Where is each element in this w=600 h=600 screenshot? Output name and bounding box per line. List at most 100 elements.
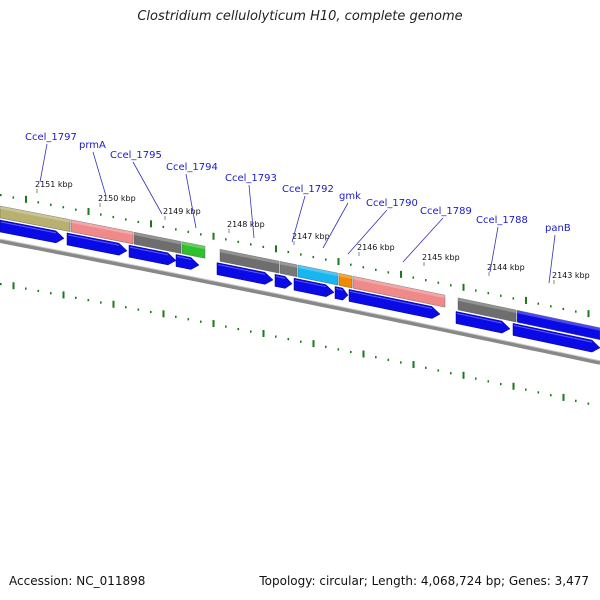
cds-arrow-shine bbox=[0, 221, 57, 234]
major-tick bbox=[400, 270, 402, 278]
major-tick bbox=[275, 245, 277, 253]
gene-label: Ccel_1794 bbox=[166, 162, 218, 173]
feature-shine bbox=[298, 264, 338, 277]
cds-arrow-shine bbox=[513, 324, 593, 343]
cds-arrow bbox=[334, 286, 349, 301]
minor-tick bbox=[387, 271, 390, 274]
minor-tick bbox=[200, 320, 202, 323]
major-tick bbox=[112, 300, 115, 308]
gene-leader-line bbox=[402, 217, 444, 263]
major-tick bbox=[62, 291, 65, 299]
minor-tick bbox=[487, 292, 490, 295]
major-tick bbox=[462, 283, 465, 291]
feature-block bbox=[516, 309, 600, 341]
minor-tick bbox=[575, 399, 577, 402]
feature-block bbox=[457, 297, 517, 323]
minor-tick bbox=[125, 306, 127, 309]
feature-shine bbox=[220, 249, 279, 265]
minor-tick bbox=[87, 299, 90, 302]
minor-tick bbox=[237, 240, 240, 243]
feature-shine bbox=[71, 219, 133, 235]
minor-tick bbox=[187, 318, 190, 321]
cds-arrow-shine bbox=[129, 246, 169, 256]
minor-tick bbox=[350, 350, 352, 354]
minor-tick bbox=[550, 305, 552, 308]
minor-tick bbox=[525, 388, 527, 391]
cds-arrow bbox=[216, 262, 274, 285]
minor-tick bbox=[350, 263, 352, 266]
gene-leader-line bbox=[185, 173, 197, 229]
major-tick bbox=[262, 330, 265, 338]
minor-tick bbox=[175, 315, 177, 318]
minor-tick bbox=[475, 377, 477, 380]
accession-text: Accession: NC_011898 bbox=[9, 574, 146, 588]
minor-tick bbox=[425, 279, 427, 282]
major-tick bbox=[212, 232, 215, 240]
minor-tick bbox=[287, 250, 290, 254]
feature-block bbox=[352, 275, 446, 308]
feature-shine bbox=[182, 241, 205, 250]
feature-block bbox=[0, 205, 71, 232]
minor-tick bbox=[262, 245, 265, 249]
minor-tick bbox=[500, 294, 502, 297]
cds-arrow-shine bbox=[67, 234, 120, 246]
minor-tick bbox=[437, 369, 440, 372]
minor-tick bbox=[100, 213, 102, 216]
feature-block bbox=[70, 219, 134, 245]
feature-block bbox=[338, 273, 353, 289]
minor-tick bbox=[12, 196, 15, 199]
gene-leader-line bbox=[248, 184, 255, 239]
minor-tick bbox=[250, 330, 252, 333]
minor-tick bbox=[75, 208, 77, 211]
feature-shine bbox=[353, 276, 445, 299]
backbone-line bbox=[0, 239, 600, 365]
major-tick bbox=[212, 320, 215, 328]
minor-tick bbox=[587, 402, 590, 405]
feature-block bbox=[297, 264, 339, 286]
minor-tick bbox=[300, 340, 302, 343]
cds-arrow-shine bbox=[349, 290, 433, 309]
minor-tick bbox=[50, 292, 52, 295]
major-tick bbox=[312, 340, 315, 348]
major-tick bbox=[512, 382, 515, 390]
minor-tick bbox=[100, 301, 102, 304]
gene-leader-line bbox=[548, 234, 556, 284]
minor-tick bbox=[0, 283, 2, 286]
gene-leader-line bbox=[291, 195, 306, 243]
lower-tick-ruler bbox=[0, 282, 590, 405]
feature-track bbox=[0, 205, 600, 341]
tick-label: 2149 kbp bbox=[163, 207, 201, 216]
backbone-highlight bbox=[0, 238, 600, 362]
gene-label: Ccel_1788 bbox=[476, 215, 528, 226]
major-tick bbox=[562, 393, 565, 401]
minor-tick bbox=[412, 276, 415, 279]
cds-track bbox=[0, 219, 600, 353]
minor-tick bbox=[337, 348, 340, 351]
minor-tick bbox=[537, 391, 540, 394]
gene-label: Ccel_1797 bbox=[25, 132, 77, 143]
cds-arrow-shine bbox=[456, 312, 503, 324]
minor-tick bbox=[375, 356, 377, 359]
minor-tick bbox=[450, 372, 452, 375]
feature-shine bbox=[339, 273, 352, 280]
cds-arrow-shine bbox=[176, 255, 192, 260]
tick-label: 2151 kbp bbox=[35, 180, 73, 189]
gene-label: panB bbox=[545, 223, 571, 234]
genome-backbone bbox=[0, 238, 600, 365]
major-tick bbox=[150, 220, 152, 228]
feature-shine bbox=[280, 261, 297, 268]
minor-tick bbox=[550, 394, 552, 397]
minor-tick bbox=[62, 206, 65, 209]
gene-label: Ccel_1795 bbox=[110, 150, 162, 161]
minor-tick bbox=[312, 255, 315, 259]
gene-label: Ccel_1793 bbox=[225, 173, 277, 184]
gene-label: gmk bbox=[339, 191, 361, 202]
cds-arrow-shine bbox=[294, 279, 327, 288]
major-tick bbox=[362, 350, 365, 358]
gene-label: prmA bbox=[79, 140, 106, 151]
cds-arrow bbox=[274, 274, 293, 289]
major-tick bbox=[587, 310, 590, 318]
gene-leader-line bbox=[322, 202, 349, 249]
